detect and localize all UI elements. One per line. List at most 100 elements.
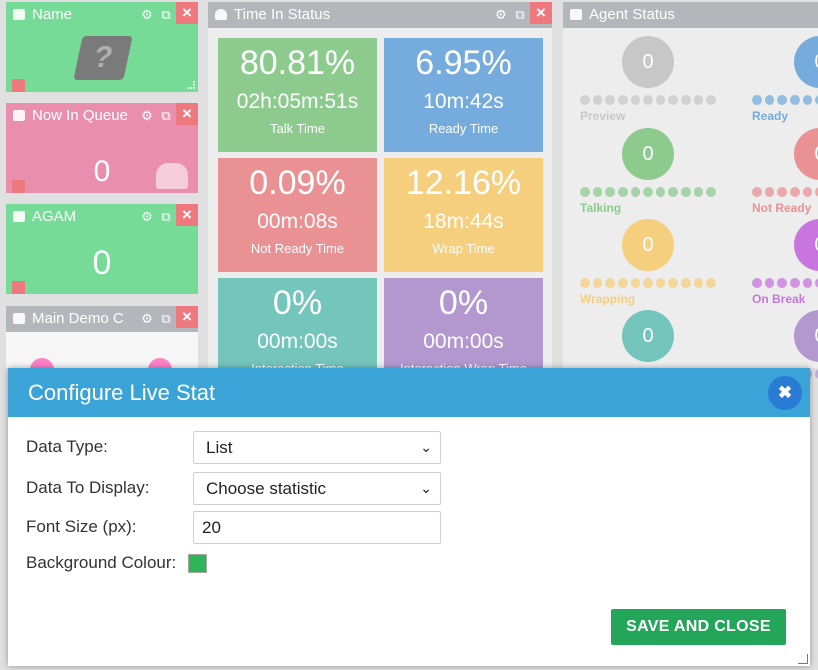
people-icon: [156, 163, 188, 189]
agent-dots: [752, 187, 818, 197]
agent-status-item: 0Not Ready: [752, 128, 818, 215]
status-marker: [12, 79, 25, 92]
save-and-close-button[interactable]: SAVE AND CLOSE: [611, 609, 786, 645]
modal-title: Configure Live Stat: [8, 368, 810, 417]
pink-shape: [148, 358, 172, 368]
agent-status-item: 0 Wrapping: [580, 219, 717, 306]
widget-title: Main Demo C: [32, 310, 124, 327]
agent-count-circle: 0: [622, 128, 674, 180]
tile-duration: 00m:08s: [257, 210, 338, 233]
data-type-label: Data Type:: [26, 437, 108, 456]
name-widget: Name ⚙ ⧉ × ?: [6, 2, 198, 92]
agent-dots: [752, 278, 818, 288]
configure-live-stat-modal: Configure Live Stat ✖ Data Type: List ⌄ …: [8, 368, 810, 666]
agent-dots: [752, 95, 818, 105]
status-marker: [12, 281, 25, 294]
agent-status-label: Preview: [580, 109, 626, 123]
agent-count-circle: 0: [622, 310, 674, 362]
data-display-row: Data To Display: Choose statistic ⌄: [26, 471, 441, 505]
background-colour-row: Background Colour:: [26, 546, 208, 580]
widget-tools: ⚙ ⧉: [137, 306, 176, 332]
widget-type-icon: [13, 110, 25, 121]
queue-widget: Now In Queue ⚙ ⧉ × 0: [6, 103, 198, 193]
status-tile: 6.95% 10m:42s Ready Time: [384, 38, 543, 152]
close-widget-button[interactable]: ×: [176, 306, 198, 328]
tile-label: Talk Time: [270, 121, 325, 136]
data-display-select[interactable]: Choose statistic ⌄: [193, 471, 441, 505]
agent-status-label: Not Ready: [752, 201, 812, 215]
chevron-down-icon: ⌄: [420, 479, 432, 496]
person-icon: [215, 9, 227, 20]
pink-shape: [30, 358, 54, 368]
data-type-select[interactable]: List ⌄: [193, 430, 441, 464]
chevron-down-icon: ⌄: [420, 438, 432, 455]
font-size-label: Font Size (px):: [26, 517, 137, 536]
agent-dots: [580, 187, 717, 197]
copy-icon[interactable]: ⧉: [161, 108, 171, 123]
data-display-label: Data To Display:: [26, 478, 150, 497]
close-widget-button[interactable]: ×: [530, 2, 552, 24]
close-icon[interactable]: ✖: [768, 376, 802, 410]
widget-title: Agent Status: [589, 6, 675, 23]
data-display-value: Choose statistic: [206, 478, 326, 498]
close-widget-button[interactable]: ×: [176, 103, 198, 125]
copy-icon[interactable]: ⧉: [515, 7, 525, 22]
background-colour-label: Background Colour:: [26, 553, 177, 572]
settings-gear-icon[interactable]: ⚙: [141, 209, 153, 224]
settings-gear-icon[interactable]: ⚙: [141, 108, 153, 123]
widget-title: Now In Queue: [32, 107, 128, 124]
tile-percentage: 6.95%: [415, 44, 512, 82]
resize-grip-icon[interactable]: [187, 81, 195, 89]
widget-type-icon: [13, 313, 25, 324]
widget-tools: ⚙ ⧉: [137, 204, 176, 230]
colour-swatch[interactable]: [188, 553, 208, 573]
agent-status-label: Talking: [580, 201, 622, 215]
close-widget-button[interactable]: ×: [176, 204, 198, 226]
widget-title: Name: [32, 6, 73, 23]
agent-status-item: 0 Preview: [580, 36, 717, 123]
tile-duration: 00m:00s: [257, 330, 338, 353]
agent-status-item: 0Ready: [752, 36, 818, 123]
widget-title: Time In Status: [234, 6, 331, 23]
status-marker: [12, 180, 25, 193]
agent-status-widget: Agent Status: [563, 2, 818, 368]
resize-handle-icon[interactable]: [798, 654, 808, 664]
agent-status-item: 0On Break: [752, 219, 818, 306]
widget-header: Agent Status: [563, 2, 818, 28]
agent-status-item: 0 Talking: [580, 128, 717, 215]
copy-icon[interactable]: ⧉: [161, 209, 171, 224]
tile-percentage: 12.16%: [405, 164, 522, 202]
settings-gear-icon[interactable]: ⚙: [141, 7, 153, 22]
widget-tools: ⚙ ⧉: [137, 2, 176, 28]
data-type-value: List: [206, 437, 233, 457]
agent-status-label: Ready: [752, 109, 789, 123]
agent-count-circle: 0: [622, 219, 674, 271]
widget-type-icon: [570, 9, 582, 20]
tile-label: Wrap Time: [432, 241, 495, 256]
widget-title: AGAM: [32, 208, 77, 225]
settings-gear-icon[interactable]: ⚙: [495, 7, 507, 22]
copy-icon[interactable]: ⧉: [161, 7, 171, 22]
agent-dots: [580, 278, 717, 288]
queue-value: 0: [93, 155, 111, 188]
tile-percentage: 80.81%: [239, 44, 356, 82]
font-size-input[interactable]: 20: [193, 510, 441, 544]
status-tile: 12.16% 18m:44s Wrap Time: [384, 158, 543, 272]
tile-duration: 10m:42s: [423, 90, 504, 113]
agent-status-label: On Break: [752, 292, 806, 306]
tile-percentage: 0%: [438, 284, 489, 322]
tile-label: Not Ready Time: [250, 241, 345, 256]
settings-gear-icon[interactable]: ⚙: [141, 311, 153, 326]
widget-tools: ⚙ ⧉: [137, 103, 176, 129]
close-widget-button[interactable]: ×: [176, 2, 198, 24]
main-demo-widget: Main Demo C ⚙ ⧉ ×: [6, 306, 198, 368]
copy-icon[interactable]: ⧉: [161, 311, 171, 326]
widget-tools: ⚙ ⧉: [491, 2, 530, 28]
status-tile: 0.09% 00m:08s Not Ready Time: [218, 158, 377, 272]
tile-label: Ready Time: [428, 121, 499, 136]
tile-percentage: 0%: [272, 284, 323, 322]
tile-duration: 18m:44s: [423, 210, 504, 233]
widget-type-icon: [13, 9, 25, 20]
widget-type-icon: [13, 211, 25, 222]
tile-duration: 02h:05m:51s: [236, 90, 359, 113]
